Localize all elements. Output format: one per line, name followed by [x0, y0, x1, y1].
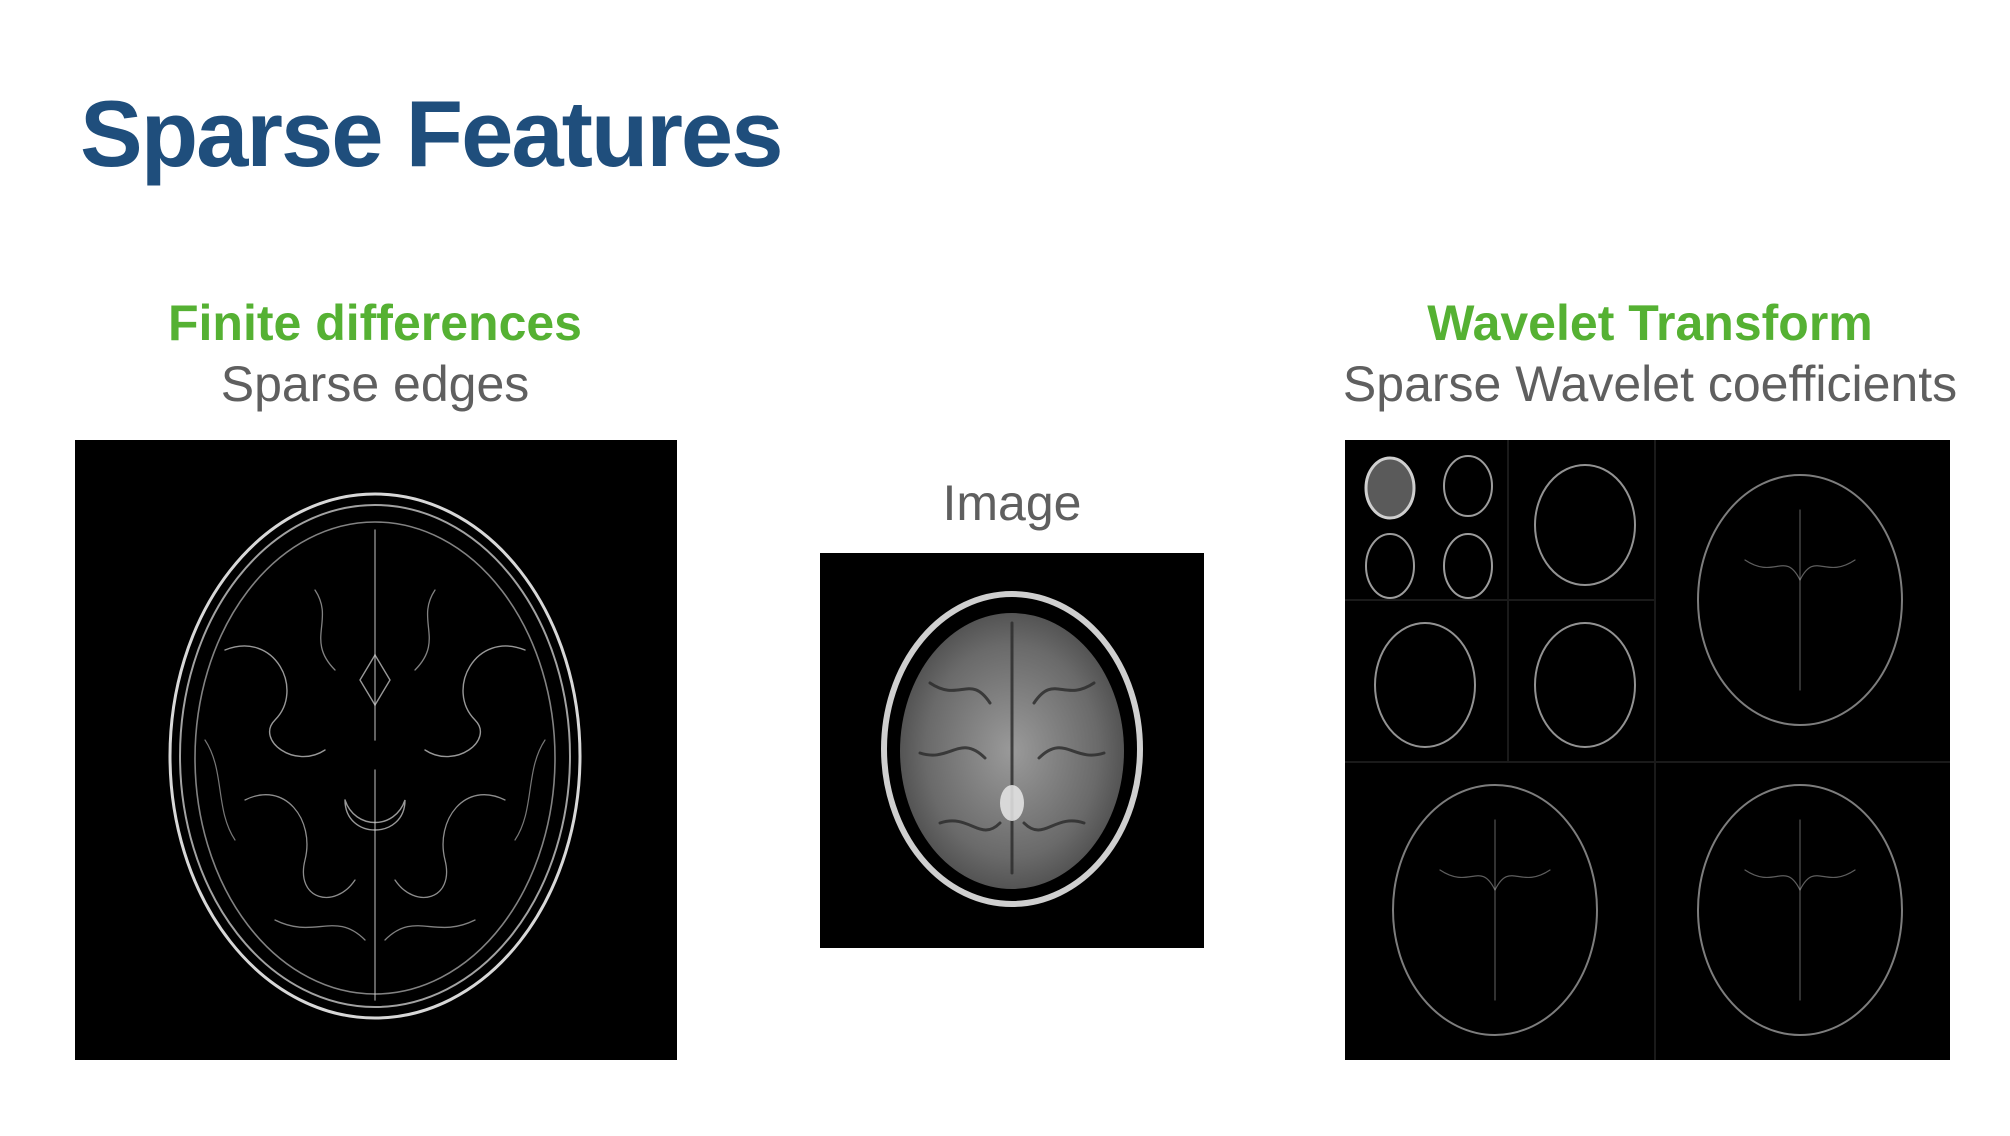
sparse-wavelet-coefficients-subheading: Sparse Wavelet coefficients	[1342, 356, 1958, 412]
image-label: Image	[942, 475, 1082, 531]
wavelet-transform-heading: Wavelet Transform	[1427, 295, 1873, 351]
finite-differences-heading: Finite differences	[168, 295, 582, 351]
mri-brain-image	[820, 553, 1204, 948]
wavelet-coefficients-image	[1345, 440, 1950, 1060]
slide-title: Sparse Features	[80, 81, 783, 186]
edge-map-image	[75, 440, 677, 1060]
sparse-edges-subheading: Sparse edges	[220, 356, 530, 412]
